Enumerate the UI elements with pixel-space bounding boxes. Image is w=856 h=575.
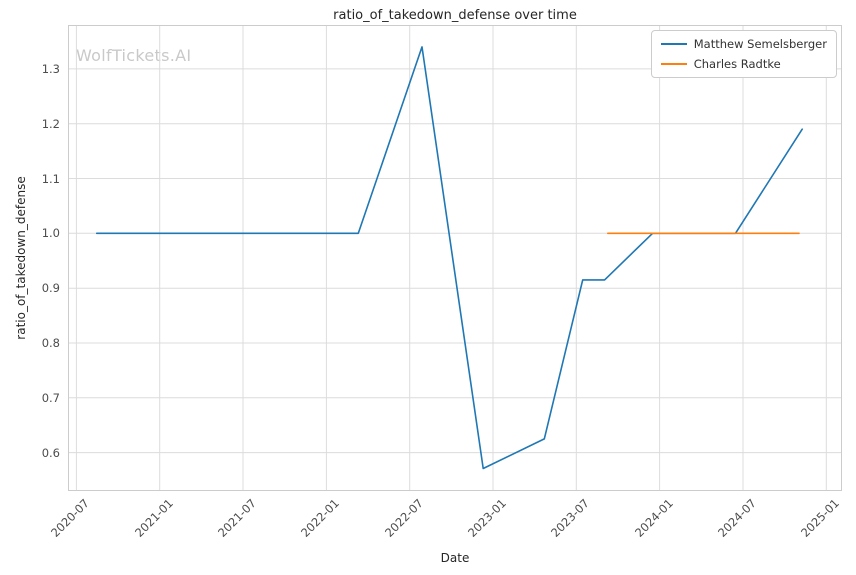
legend-item: Matthew Semelsberger (660, 37, 827, 51)
x-tick-label: 2023-01 (465, 496, 509, 540)
y-tick-label: 0.7 (41, 390, 60, 405)
x-tick-label: 2021-01 (131, 496, 176, 540)
watermark: WolfTickets.AI (76, 46, 192, 65)
legend-label: Matthew Semelsberger (693, 37, 827, 51)
legend-label: Charles Radtke (693, 57, 781, 71)
x-tick-label: 2022-01 (298, 496, 343, 540)
y-tick-label: 0.8 (41, 335, 60, 350)
legend-line-sample (660, 63, 687, 65)
y-tick-label: 1.3 (41, 61, 60, 76)
x-tick-label: 2023-07 (548, 496, 593, 540)
x-tick-label: 2021-07 (215, 496, 259, 540)
y-tick-label: 0.9 (41, 281, 60, 296)
x-tick-label: 2022-07 (381, 496, 426, 540)
y-axis-label: ratio_of_takedown_defense (14, 176, 28, 340)
plot-area (68, 25, 842, 491)
y-tick-label: 1.2 (41, 116, 60, 131)
chart-title: ratio_of_takedown_defense over time (333, 8, 577, 23)
y-tick-label: 0.6 (41, 445, 60, 460)
x-tick-label: 2024-07 (714, 496, 759, 540)
x-tick-label: 2025-01 (798, 496, 843, 540)
plot-border (68, 25, 842, 491)
legend-item: Charles Radtke (660, 57, 827, 71)
legend: Matthew Semelsberger Charles Radtke (650, 30, 837, 78)
y-tick-label: 1.0 (41, 226, 60, 241)
x-tick-label: 2024-01 (631, 496, 676, 540)
x-tick-label: 2020-07 (48, 496, 93, 540)
legend-line-sample (660, 43, 687, 45)
x-axis-label: Date (440, 551, 470, 565)
y-tick-label: 1.1 (41, 171, 60, 186)
series-line-matthew-semelsberger (95, 46, 804, 470)
